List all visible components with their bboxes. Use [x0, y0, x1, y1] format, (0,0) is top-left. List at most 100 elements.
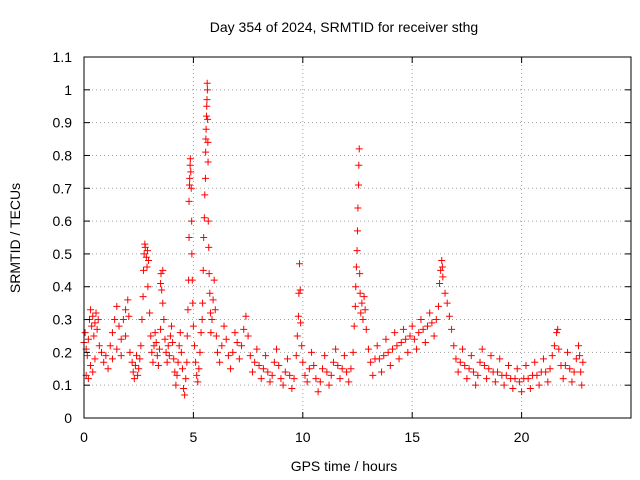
data-point — [122, 306, 130, 314]
data-point — [511, 375, 519, 383]
data-point — [318, 365, 326, 373]
data-point — [577, 368, 585, 376]
data-point — [332, 345, 340, 353]
data-point — [345, 378, 353, 386]
data-point — [426, 309, 434, 317]
data-point — [408, 322, 416, 330]
data-point — [204, 138, 212, 146]
data-point — [356, 270, 364, 278]
data-point — [456, 358, 464, 366]
data-point — [140, 266, 148, 274]
data-point — [187, 184, 195, 192]
data-point — [397, 339, 405, 347]
data-point — [303, 378, 311, 386]
data-point — [518, 388, 526, 396]
data-point — [502, 371, 510, 379]
data-point — [185, 234, 193, 241]
data-point — [169, 339, 177, 347]
data-point — [188, 217, 196, 225]
data-point — [208, 316, 216, 324]
data-point — [369, 371, 377, 379]
data-point — [310, 361, 318, 369]
data-point — [188, 276, 196, 284]
data-point — [531, 358, 539, 366]
data-point — [299, 358, 307, 366]
data-point — [206, 289, 214, 297]
data-point — [238, 342, 246, 350]
data-point — [139, 293, 147, 301]
data-point — [90, 332, 98, 340]
data-point — [355, 181, 363, 189]
data-point — [106, 342, 114, 350]
data-point — [196, 348, 204, 356]
data-point — [364, 345, 372, 353]
data-point — [206, 309, 214, 317]
data-point — [533, 371, 541, 379]
data-point — [202, 148, 210, 156]
data-point — [186, 174, 194, 182]
data-point — [160, 316, 168, 324]
data-point — [568, 378, 576, 386]
data-point — [350, 322, 358, 330]
data-point — [406, 332, 414, 340]
data-point — [298, 342, 306, 350]
data-point — [163, 358, 171, 366]
data-point — [393, 342, 401, 350]
data-point — [159, 299, 167, 307]
data-point — [264, 368, 272, 376]
data-point — [293, 332, 301, 340]
data-point — [367, 358, 375, 366]
data-point — [188, 250, 196, 258]
data-point — [84, 335, 92, 343]
data-point — [305, 365, 313, 373]
data-point — [201, 191, 209, 199]
data-point — [91, 319, 99, 327]
data-point — [145, 256, 153, 264]
data-point — [175, 342, 183, 350]
data-point — [205, 243, 213, 251]
data-point — [154, 361, 162, 369]
data-point — [108, 355, 116, 363]
data-point — [162, 348, 170, 356]
data-point — [542, 368, 550, 376]
data-point — [375, 355, 383, 363]
data-point — [354, 227, 361, 235]
data-point — [524, 375, 532, 383]
data-point — [201, 174, 209, 182]
data-point — [417, 316, 425, 324]
data-point — [441, 289, 449, 297]
data-point — [199, 299, 207, 307]
data-point — [355, 145, 363, 153]
data-point — [198, 316, 206, 324]
data-point — [91, 355, 99, 363]
data-point — [292, 352, 300, 360]
data-point — [301, 371, 309, 379]
data-point — [465, 365, 473, 373]
data-point — [213, 348, 221, 356]
data-point — [478, 345, 486, 353]
data-point — [211, 306, 219, 314]
data-point — [128, 358, 136, 366]
data-point — [155, 345, 163, 353]
data-point — [158, 286, 166, 294]
data-point — [168, 322, 176, 330]
data-point — [216, 358, 224, 366]
data-point — [570, 368, 578, 376]
data-point — [297, 319, 305, 327]
data-point — [386, 361, 394, 369]
data-point — [513, 365, 521, 373]
data-point — [546, 365, 554, 373]
data-point — [415, 329, 423, 337]
data-point — [509, 384, 517, 392]
data-point — [229, 348, 237, 356]
data-point — [151, 329, 159, 337]
data-point — [235, 355, 243, 363]
data-point — [170, 355, 178, 363]
data-point — [340, 352, 348, 360]
data-point — [181, 391, 189, 399]
data-point — [378, 368, 386, 376]
data-point — [325, 381, 333, 389]
data-point — [578, 381, 586, 389]
